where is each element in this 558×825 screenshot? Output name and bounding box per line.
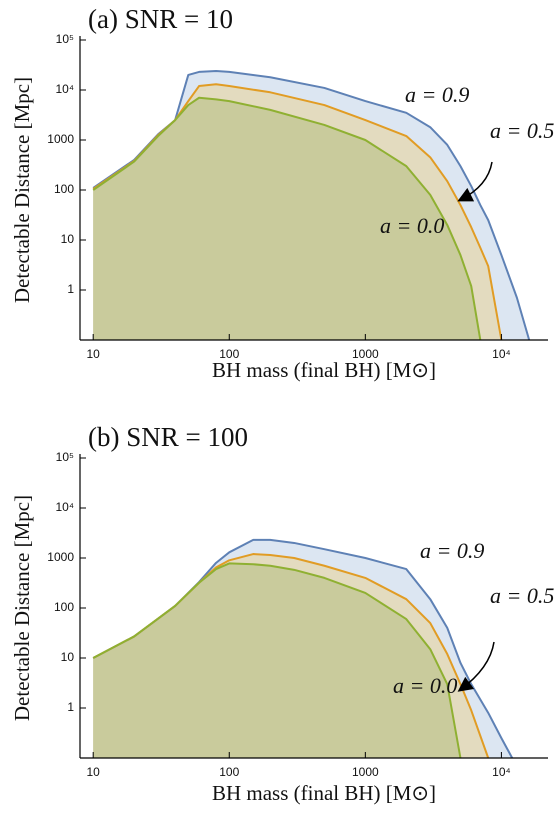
y-tick-label: 1 <box>67 700 74 714</box>
chart-title: (a) SNR = 10 <box>88 4 233 34</box>
y-tick-label: 10⁵ <box>56 32 74 46</box>
series-label: a = 0.0 <box>380 213 444 238</box>
x-tick-label: 100 <box>219 347 239 361</box>
line <box>92 96 482 341</box>
arrow <box>457 161 493 202</box>
y-axis-label: Detectable Distance [Mpc] <box>10 495 34 721</box>
line <box>92 69 531 341</box>
series-label: a = 0.5 <box>490 118 554 143</box>
x-axis-label: BH mass (final BH) [M⊙] <box>212 358 436 382</box>
y-tick-label: 100 <box>54 182 74 196</box>
y-tick-label: 1000 <box>47 132 74 146</box>
x-tick-label: 1000 <box>352 347 379 361</box>
chart-title: (b) SNR = 100 <box>88 422 248 452</box>
y-tick-label: 1 <box>67 282 74 296</box>
area-fill <box>93 97 481 341</box>
y-tick-label: 100 <box>54 600 74 614</box>
y-tick-label: 10 <box>61 650 75 664</box>
x-tick-label: 10 <box>87 347 101 361</box>
y-tick-label: 10⁴ <box>55 82 74 96</box>
x-tick-label: 10⁴ <box>492 765 511 779</box>
y-tick-label: 10⁵ <box>56 450 74 464</box>
x-tick-label: 1000 <box>352 765 379 779</box>
x-tick-label: 10 <box>87 765 101 779</box>
x-tick-label: 10⁴ <box>492 347 511 361</box>
x-tick-label: 100 <box>219 765 239 779</box>
y-tick-label: 1000 <box>47 550 74 564</box>
y-tick-label: 10⁴ <box>55 500 74 514</box>
y-axis-label: Detectable Distance [Mpc] <box>10 77 34 303</box>
series-label: a = 0.9 <box>420 538 484 563</box>
y-tick-label: 10 <box>61 232 75 246</box>
series-label: a = 0.0 <box>393 673 457 698</box>
arrow <box>457 641 495 692</box>
area-fill <box>93 563 461 758</box>
line <box>92 562 462 759</box>
series-label: a = 0.9 <box>405 82 469 107</box>
x-axis-label: BH mass (final BH) [M⊙] <box>212 781 436 805</box>
series-label: a = 0.5 <box>490 583 554 608</box>
